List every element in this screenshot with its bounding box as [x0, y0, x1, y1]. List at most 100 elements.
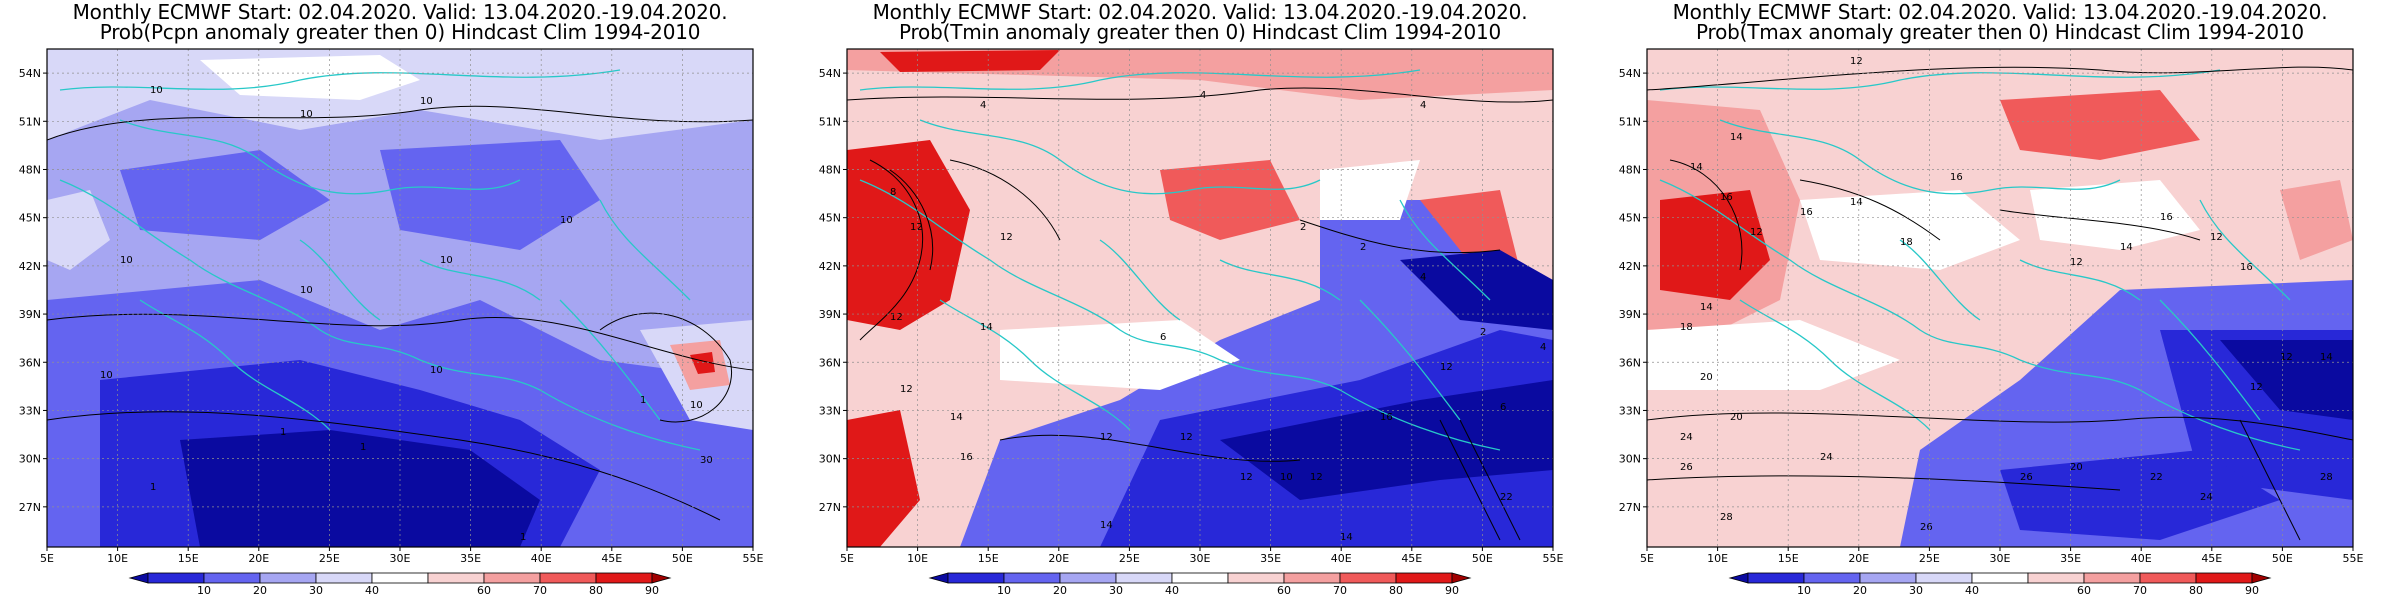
lon-label: 45E [601, 552, 622, 565]
lon-labels: 5E 10E 15E 20E 25E 30E 35E 40E 45E 50E 55E [1640, 547, 2364, 565]
panel-tmin: Monthly ECMWF Start: 02.04.2020. Valid: … [800, 0, 1600, 600]
colorbar-tick-label: 60 [1277, 584, 1291, 597]
colorbar-tick-label: 70 [1333, 584, 1347, 597]
svg-text:10: 10 [300, 109, 313, 120]
colorbar-tick-label: 10 [997, 584, 1011, 597]
svg-text:12: 12 [1440, 362, 1453, 373]
lat-label: 51N [819, 115, 841, 128]
svg-text:12: 12 [1850, 56, 1863, 67]
svg-text:16: 16 [1720, 192, 1733, 203]
svg-text:14: 14 [1730, 132, 1743, 143]
colorbar-box [1395, 572, 1453, 584]
lon-label: 5E [1640, 552, 1654, 565]
svg-text:16: 16 [1380, 412, 1393, 423]
svg-text:12: 12 [2070, 257, 2083, 268]
svg-text:16: 16 [1950, 172, 1963, 183]
lon-label: 30E [1990, 552, 2011, 565]
colorbar-box [1059, 572, 1117, 584]
svg-text:4: 4 [1540, 342, 1546, 353]
contour-labels-tmin: 4 4 4 8 12 12 14 12 2 2 4 6 12 14 16 12 … [890, 90, 1546, 543]
svg-text:4: 4 [980, 100, 986, 111]
svg-text:12: 12 [1100, 432, 1113, 443]
colorbar-box [1115, 572, 1173, 584]
svg-text:28: 28 [1720, 512, 1733, 523]
colorbar-tick-label: 30 [1109, 584, 1123, 597]
grid-tmin [847, 49, 1553, 547]
colorbar-box [427, 572, 485, 584]
svg-text:2: 2 [1300, 222, 1306, 233]
lat-labels: 54N 51N 48N 45N 42N 39N 36N 33N 30N 27N [19, 67, 47, 514]
lon-labels: 5E 10E 15E 20E 25E 30E 35E 40E 45E 50E 55E [840, 547, 1564, 565]
panel-title-line2: Prob(Tmax anomaly greater then 0) Hindca… [1696, 20, 2304, 44]
lat-label: 48N [1619, 163, 1641, 176]
panel-title-line1: Monthly ECMWF Start: 02.04.2020. Valid: … [1672, 0, 2328, 24]
svg-text:12: 12 [1240, 472, 1253, 483]
lat-label: 30N [19, 453, 41, 466]
colorbar-tick-label: 40 [365, 584, 379, 597]
lat-label: 42N [819, 260, 841, 273]
svg-text:6: 6 [1160, 332, 1166, 343]
lon-label: 10E [107, 552, 128, 565]
colorbar-tick-label: 90 [2245, 584, 2259, 597]
contours-tmin [847, 87, 1553, 541]
panel-title-line2: Prob(Tmin anomaly greater then 0) Hindca… [898, 20, 1502, 44]
svg-text:14: 14 [1850, 197, 1863, 208]
svg-text:10: 10 [560, 215, 573, 226]
colorbar-box [2195, 572, 2253, 584]
colorbar-box [1283, 572, 1341, 584]
lat-label: 27N [1619, 501, 1641, 514]
svg-text:10: 10 [300, 285, 313, 296]
lon-label: 30E [1190, 552, 1211, 565]
panel-title-line1: Monthly ECMWF Start: 02.04.2020. Valid: … [872, 0, 1528, 24]
svg-text:12: 12 [1000, 232, 1013, 243]
lon-label: 55E [1543, 552, 1564, 565]
svg-text:14: 14 [950, 412, 963, 423]
colorbar-box [203, 572, 261, 584]
lat-label: 36N [819, 356, 841, 369]
lon-labels: 5E 10E 15E 20E 25E 30E 35E 40E 45E 50E 55E [40, 547, 764, 565]
lon-label: 20E [1848, 552, 1869, 565]
field-tmax [1647, 49, 2353, 547]
map-tmax: 12 14 14 16 12 16 14 16 18 12 14 16 12 1… [1619, 48, 2364, 597]
panel-title-line2: Prob(Pcpn anomaly greater then 0) Hindca… [99, 20, 701, 44]
svg-text:14: 14 [1340, 532, 1353, 543]
svg-text:1: 1 [360, 442, 366, 453]
lon-label: 10E [907, 552, 928, 565]
svg-text:10: 10 [1280, 472, 1293, 483]
svg-text:20: 20 [1700, 372, 1713, 383]
svg-text:12: 12 [910, 222, 923, 233]
colorbar-right-arrow [2251, 572, 2272, 584]
svg-text:26: 26 [1920, 522, 1933, 533]
svg-text:12: 12 [2210, 232, 2223, 243]
lon-label: 5E [40, 552, 54, 565]
colorbar-box [1915, 572, 1973, 584]
lon-label: 50E [2272, 552, 2293, 565]
svg-text:1: 1 [520, 532, 526, 543]
svg-text:4: 4 [1200, 90, 1206, 101]
svg-text:14: 14 [1100, 520, 1113, 531]
colorbar-tick-label: 90 [1445, 584, 1459, 597]
svg-text:12: 12 [1310, 472, 1323, 483]
svg-text:1: 1 [280, 427, 286, 438]
lon-label: 50E [672, 552, 693, 565]
lon-label: 45E [2201, 552, 2222, 565]
colorbar-box [483, 572, 541, 584]
lon-label: 35E [2060, 552, 2081, 565]
colorbar-box [1171, 572, 1229, 584]
svg-text:24: 24 [2200, 492, 2213, 503]
svg-text:18: 18 [1900, 237, 1913, 248]
svg-text:10: 10 [430, 365, 443, 376]
svg-text:14: 14 [1690, 162, 1703, 173]
svg-text:1: 1 [150, 482, 156, 493]
lon-label: 30E [390, 552, 411, 565]
colorbar-tick-label: 10 [1797, 584, 1811, 597]
lon-label: 20E [1048, 552, 1069, 565]
lat-label: 33N [819, 404, 841, 417]
colorbar-tick-label: 30 [309, 584, 323, 597]
colorbar-tick-label: 20 [1053, 584, 1067, 597]
colorbar-box [2083, 572, 2141, 584]
lon-label: 40E [531, 552, 552, 565]
lat-label: 51N [1619, 115, 1641, 128]
panel-title-line1: Monthly ECMWF Start: 02.04.2020. Valid: … [72, 0, 728, 24]
colorbar-box [1803, 572, 1861, 584]
